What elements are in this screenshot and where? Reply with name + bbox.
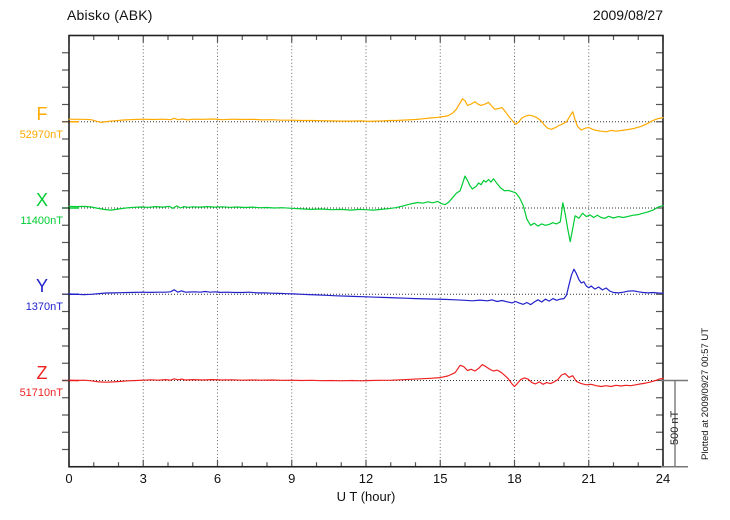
x-tick-label: 0	[65, 471, 73, 486]
station-title: Abisko (ABK)	[67, 7, 153, 23]
series-label-y: Y	[35, 276, 48, 296]
trace-Z	[68, 364, 664, 388]
x-tick-label: 12	[358, 471, 374, 486]
x-tick-label: 15	[433, 471, 448, 486]
series-baseline-f: 52970nT	[19, 129, 63, 141]
x-axis-title: U T (hour)	[336, 489, 396, 504]
x-tick-label: 18	[507, 471, 522, 486]
x-tick-label: 6	[213, 471, 222, 486]
scale-bar-label: 500 nT	[669, 410, 681, 445]
observation-date: 2009/08/27	[592, 7, 663, 23]
series-baseline-y: 1370nT	[25, 301, 63, 313]
x-tick-label: 3	[139, 471, 147, 486]
x-tick-label: 24	[655, 471, 671, 486]
series-baseline-z: 51710nT	[19, 387, 63, 399]
trace-X	[68, 175, 664, 243]
series-label-f: F	[36, 104, 48, 124]
series-label-x: X	[35, 190, 48, 210]
trace-Y	[68, 268, 664, 306]
x-tick-label: 21	[581, 471, 596, 486]
plot-frame	[68, 34, 664, 468]
x-tick-label: 9	[288, 471, 296, 486]
plotted-at-note: Plotted at 2009/09/27 00:57 UT	[700, 327, 711, 460]
series-baseline-x: 11400nT	[20, 215, 63, 227]
series-label-z: Z	[36, 363, 48, 383]
trace-F	[68, 98, 664, 133]
